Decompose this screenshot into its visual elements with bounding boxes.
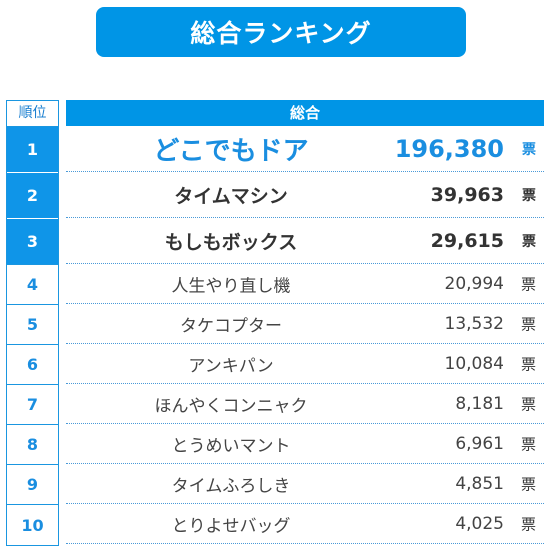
vote-unit: 票 (522, 141, 536, 158)
vote-count: 10,084 (444, 353, 504, 374)
vote-count: 13,532 (444, 313, 504, 334)
item-name: とうめいマント (171, 436, 291, 456)
vote-count: 6,961 (455, 433, 504, 454)
vote-count: 4,851 (455, 473, 504, 494)
rank-header: 順位 (7, 101, 58, 127)
table-row: タケコプター 13,532 票 (66, 304, 544, 344)
rank-column: 順位 1 2 3 4 5 6 7 8 9 10 (6, 100, 59, 546)
vote-unit: 票 (522, 187, 536, 204)
item-name: タイムふろしき (171, 476, 291, 496)
item-name: タイムマシン (174, 185, 288, 207)
rank-cell: 2 (7, 173, 58, 219)
table-row: 人生やり直し機 20,994 票 (66, 264, 544, 304)
rank-cell: 6 (7, 345, 58, 385)
vote-unit: 票 (520, 355, 536, 373)
rank-cell: 9 (7, 465, 58, 505)
table-header: 総合 (66, 100, 544, 126)
vote-count: 39,963 (430, 183, 504, 206)
table-row: もしもボックス 29,615 票 (66, 218, 544, 264)
table-row: とりよせバッグ 4,025 票 (66, 504, 544, 544)
vote-unit: 票 (520, 435, 536, 453)
item-name: とりよせバッグ (171, 516, 291, 536)
table-row: どこでもドア 196,380 票 (66, 126, 544, 172)
table-row: アンキパン 10,084 票 (66, 344, 544, 384)
vote-count: 4,025 (455, 513, 504, 534)
rank-cell: 5 (7, 305, 58, 345)
table-row: タイムマシン 39,963 票 (66, 172, 544, 218)
table-row: タイムふろしき 4,851 票 (66, 464, 544, 504)
vote-unit: 票 (520, 395, 536, 413)
item-name: どこでもドア (153, 136, 309, 166)
table-row: ほんやくコンニャク 8,181 票 (66, 384, 544, 424)
item-name: ほんやくコンニャク (154, 396, 308, 416)
vote-unit: 票 (520, 515, 536, 533)
item-name: もしもボックス (164, 231, 298, 253)
table-row: とうめいマント 6,961 票 (66, 424, 544, 464)
rank-cell: 7 (7, 385, 58, 425)
rank-cell: 10 (7, 505, 58, 545)
item-name: タケコプター (180, 316, 282, 336)
vote-unit: 票 (520, 275, 536, 293)
rank-cell: 4 (7, 265, 58, 305)
rank-cell: 3 (7, 219, 58, 265)
rank-cell: 1 (7, 127, 58, 173)
ranking-table: 総合 どこでもドア 196,380 票 タイムマシン 39,963 票 もしもボ… (66, 100, 544, 544)
vote-count: 29,615 (430, 229, 504, 252)
rank-cell: 8 (7, 425, 58, 465)
page-title: 総合ランキング (96, 7, 466, 57)
vote-count: 196,380 (394, 134, 504, 163)
vote-unit: 票 (520, 315, 536, 333)
item-name: アンキパン (188, 356, 274, 376)
item-name: 人生やり直し機 (171, 276, 291, 296)
vote-count: 8,181 (455, 393, 504, 414)
vote-unit: 票 (520, 475, 536, 493)
vote-unit: 票 (522, 233, 536, 250)
vote-count: 20,994 (444, 273, 504, 294)
